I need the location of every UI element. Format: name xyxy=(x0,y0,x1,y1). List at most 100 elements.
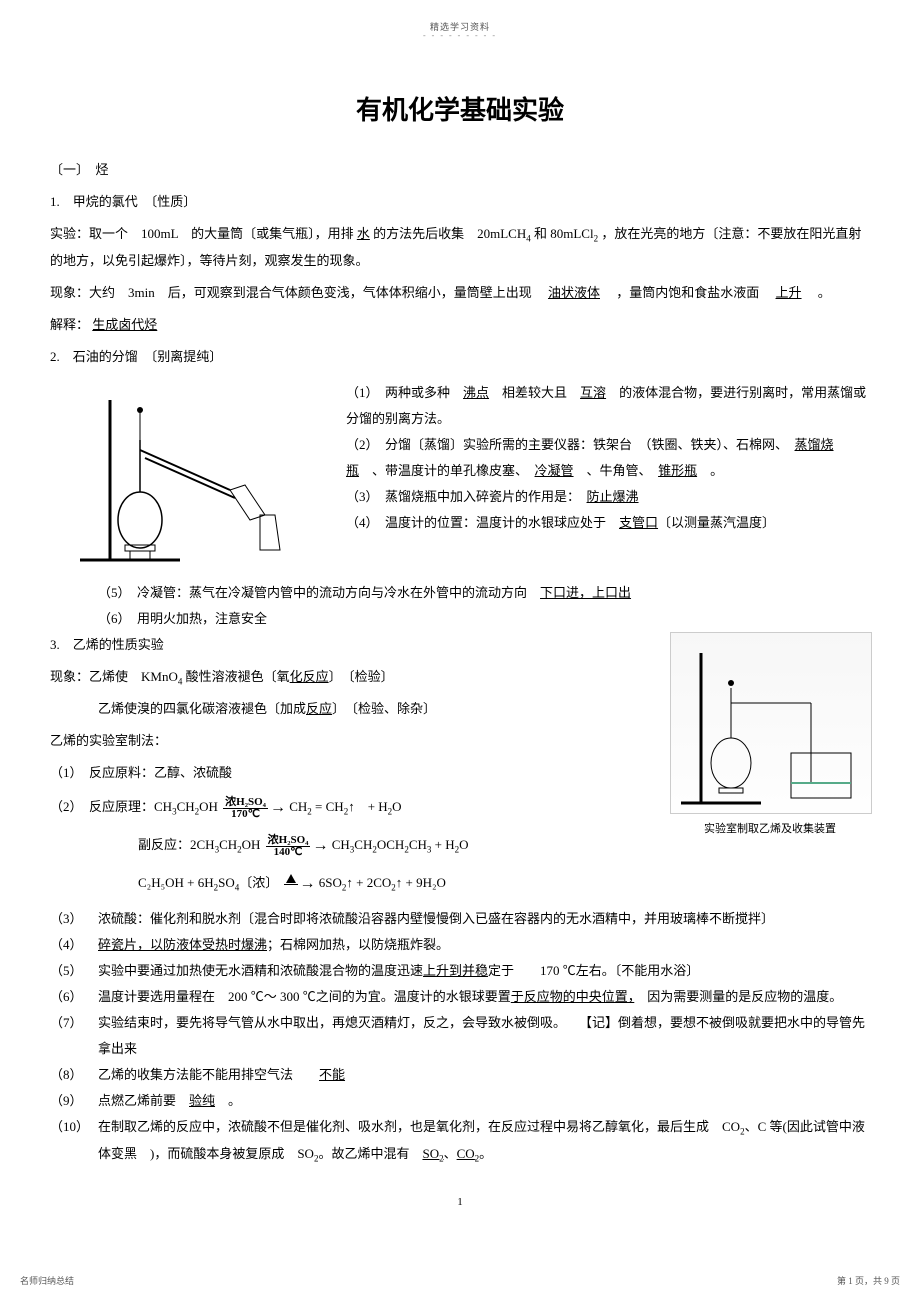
ethylene-apparatus-figure: 实验室制取乙烯及收集装置 xyxy=(670,632,870,840)
exp-and: 和 80mLCl xyxy=(534,226,594,241)
arrow-icon-2: → xyxy=(312,837,328,854)
experiment-text: 实验：取一个 100mL 的大量筒〔或集气瓶〕，用排 水 的方法先后收集 20m… xyxy=(50,221,870,274)
n3: （3） xyxy=(50,906,98,932)
ethylene-fig-label: 实验室制取乙烯及收集装置 xyxy=(670,818,870,840)
e3d: 6SO xyxy=(319,875,342,890)
note-1: （1） 两种或多种 沸点 相差较大且 互溶 的液体混合物，要进行别离时，常用蒸馏… xyxy=(346,380,870,432)
t9b: 。 xyxy=(215,1093,241,1108)
n4b: 〔以测量蒸汽温度〕 xyxy=(658,515,775,530)
t10: 在制取乙烯的反应中，浓硫酸不但是催化剂、吸水剂，也是氧化剂，在反应过程中易将乙醇… xyxy=(98,1114,870,1167)
arrow-icon: → xyxy=(270,799,286,816)
note-6: （6） 用明火加热，注意安全 xyxy=(50,606,870,632)
n3a: （3） 蒸馏烧瓶中加入碎瓷片的作用是： xyxy=(346,489,587,504)
t8: 乙烯的收集方法能不能用排空气法 不能 xyxy=(98,1062,870,1088)
sr6: + H xyxy=(431,837,454,852)
t8u: 不能 xyxy=(319,1067,345,1082)
e3a: C₂H₅OH + 6H xyxy=(138,875,214,890)
li-8: （8）乙烯的收集方法能不能用排空气法 不能 xyxy=(50,1062,870,1088)
li-3: （3）浓硫酸：催化剂和脱水剂〔混合时即将浓硫酸沿容器内壁慢慢倒入已盛在容器内的无… xyxy=(50,906,870,932)
explain-line: 解释： 生成卤代烃 xyxy=(50,312,870,338)
phenomenon-text: 现象：大约 3min 后，可观察到混合气体颜色变浅，气体体积缩小，量筒壁上出现 … xyxy=(50,280,870,306)
note-4: （4） 温度计的位置：温度计的水银球应处于 支管口〔以测量蒸汽温度〕 xyxy=(346,510,870,536)
footer-left: 名师归纳总结 xyxy=(20,1274,74,1287)
t4b: ；石棉网加热，以防烧瓶炸裂。 xyxy=(267,937,449,952)
n9: （9） xyxy=(50,1088,98,1114)
lp2r: CH xyxy=(289,799,307,814)
e3f: ↑ + 9H₂O xyxy=(396,875,446,890)
n2u3: 锥形瓶 xyxy=(658,463,697,478)
li-4: （4）碎瓷片，以防液体受热时爆沸；石棉网加热，以防烧瓶炸裂。 xyxy=(50,932,870,958)
e3b: SO xyxy=(218,875,235,890)
cond-170: 浓H₂SO₄170℃ xyxy=(223,797,268,820)
n6: （6） xyxy=(50,984,98,1010)
section-1-heading: 〔一〕 烃 xyxy=(50,157,870,183)
sr2: CH xyxy=(332,837,350,852)
delta-icon xyxy=(286,874,296,883)
lp2rd: O xyxy=(392,799,401,814)
page-title: 有机化学基础实验 xyxy=(50,90,870,127)
lp2l: （2） 反应原理：CH xyxy=(50,799,172,814)
p1a: 现象：乙烯使 KMnO xyxy=(50,669,178,684)
lp2rb: = CH xyxy=(312,799,344,814)
n1a: （1） 两种或多种 xyxy=(346,385,463,400)
p1u: 化反应 xyxy=(290,669,329,684)
ethylene-apparatus-box xyxy=(670,632,872,814)
n4u: 支管口 xyxy=(619,515,658,530)
t5u: 上升到并稳 xyxy=(423,963,488,978)
note-3: （3） 蒸馏烧瓶中加入碎瓷片的作用是： 防止爆沸 xyxy=(346,484,870,510)
sr4: OCH xyxy=(377,837,404,852)
t9: 点燃乙烯前要 验纯 。 xyxy=(98,1088,870,1114)
t8a: 乙烯的收集方法能不能用排空气法 xyxy=(98,1067,319,1082)
content: 〔一〕 烃 1. 甲烷的氯代 〔性质〕 实验：取一个 100mL 的大量筒〔或集… xyxy=(50,157,870,1213)
note-5: （5） 冷凝管：蒸气在冷凝管内管中的流动方向与冷水在外管中的流动方向 下口进，上… xyxy=(50,580,870,606)
explain-blank: 生成卤代烃 xyxy=(92,317,157,332)
t5: 实验中要通过加热使无水酒精和浓硫酸混合物的温度迅速上升到并稳定于 170 ℃左右… xyxy=(98,958,870,984)
eq3: C₂H₅OH + 6H2SO4〔浓〕 → 6SO2↑ + 2CO2↑ + 9H₂… xyxy=(50,868,870,900)
sub-4: 4 xyxy=(526,234,531,244)
n7: （7） xyxy=(50,1010,98,1062)
li-5: （5）实验中要通过加热使无水酒精和浓硫酸混合物的温度迅速上升到并稳定于 170 … xyxy=(50,958,870,984)
e3e: ↑ + 2CO xyxy=(346,875,391,890)
e3c: 〔浓〕 xyxy=(239,875,278,890)
figure-row-distillation: （1） 两种或多种 沸点 相差较大且 互溶 的液体混合物，要进行别离时，常用蒸馏… xyxy=(50,380,870,570)
li-10: （10） 在制取乙烯的反应中，浓硫酸不但是催化剂、吸水剂，也是氧化剂，在反应过程… xyxy=(50,1114,870,1167)
distillation-figure xyxy=(50,380,330,570)
t4u: 碎瓷片，以防液体受热时爆沸 xyxy=(98,937,267,952)
n2d: 。 xyxy=(697,463,723,478)
n2u2: 冷凝管 xyxy=(535,463,574,478)
t10c: 。故乙烯中混有 xyxy=(318,1146,422,1161)
n1u2: 互溶 xyxy=(580,385,606,400)
explain-label: 解释： xyxy=(50,317,89,332)
n5a: （5） 冷凝管：蒸气在冷凝管内管中的流动方向与冷水在外管中的流动方向 xyxy=(98,585,540,600)
phen-tail: 。 xyxy=(805,285,831,300)
cond-140: 浓H₂SO₄140℃ xyxy=(266,835,311,858)
t6: 温度计要选用量程在 200 ℃～ 300 ℃之间的为宜。温度计的水银球要置于反应… xyxy=(98,984,870,1010)
t7: 实验结束时，要先将导气管从水中取出，再熄灭酒精灯，反之，会导致水被倒吸。 【记】… xyxy=(98,1010,870,1062)
t9u: 验纯 xyxy=(189,1093,215,1108)
item-2-label: 2. 石油的分馏 〔别离提纯〕 xyxy=(50,344,870,370)
sr7: O xyxy=(459,837,468,852)
n1u1: 沸点 xyxy=(463,385,489,400)
n1b: 相差较大且 xyxy=(489,385,580,400)
distillation-notes: （1） 两种或多种 沸点 相差较大且 互溶 的液体混合物，要进行别离时，常用蒸馏… xyxy=(346,380,870,536)
li-7: （7）实验结束时，要先将导气管从水中取出，再熄灭酒精灯，反之，会导致水被倒吸。 … xyxy=(50,1010,870,1062)
ethylene-svg xyxy=(671,633,871,813)
sr1: 副反应：2CH xyxy=(138,837,215,852)
item-1-label: 1. 甲烷的氯代 〔性质〕 xyxy=(50,189,870,215)
n5u: 下口进，上口出 xyxy=(540,585,631,600)
t10u1: SO2 xyxy=(422,1146,443,1161)
footer: 名师归纳总结 第 1 页，共 9 页 xyxy=(0,1274,920,1287)
p2a: 乙烯使溴的四氯化碳溶液褪色〔加成 xyxy=(98,701,306,716)
n8: （8） xyxy=(50,1062,98,1088)
n2c: 、牛角管、 xyxy=(574,463,659,478)
n3u: 防止爆沸 xyxy=(587,489,639,504)
sub-2: 2 xyxy=(594,234,599,244)
li-9: （9）点燃乙烯前要 验纯 。 xyxy=(50,1088,870,1114)
page: 精选学习资料 - - - - - - - - - 有机化学基础实验 〔一〕 烃 … xyxy=(0,0,920,1303)
n2a: （2） 分馏〔蒸馏〕实验所需的主要仪器：铁架台 （铁圈、铁夹）、石棉网、 xyxy=(346,437,795,452)
footer-right: 第 1 页，共 9 页 xyxy=(837,1274,900,1287)
lp2rc: ↑ + H xyxy=(348,799,387,814)
t10a: 在制取乙烯的反应中，浓硫酸不但是催化剂、吸水剂，也是氧化剂，在反应过程中易将乙醇… xyxy=(98,1119,740,1134)
numbered-list: （3）浓硫酸：催化剂和脱水剂〔混合时即将浓硫酸沿容器内壁慢慢倒入已盛在容器内的无… xyxy=(50,906,870,1167)
phen-blank-oil: 油状液体 xyxy=(548,285,600,300)
